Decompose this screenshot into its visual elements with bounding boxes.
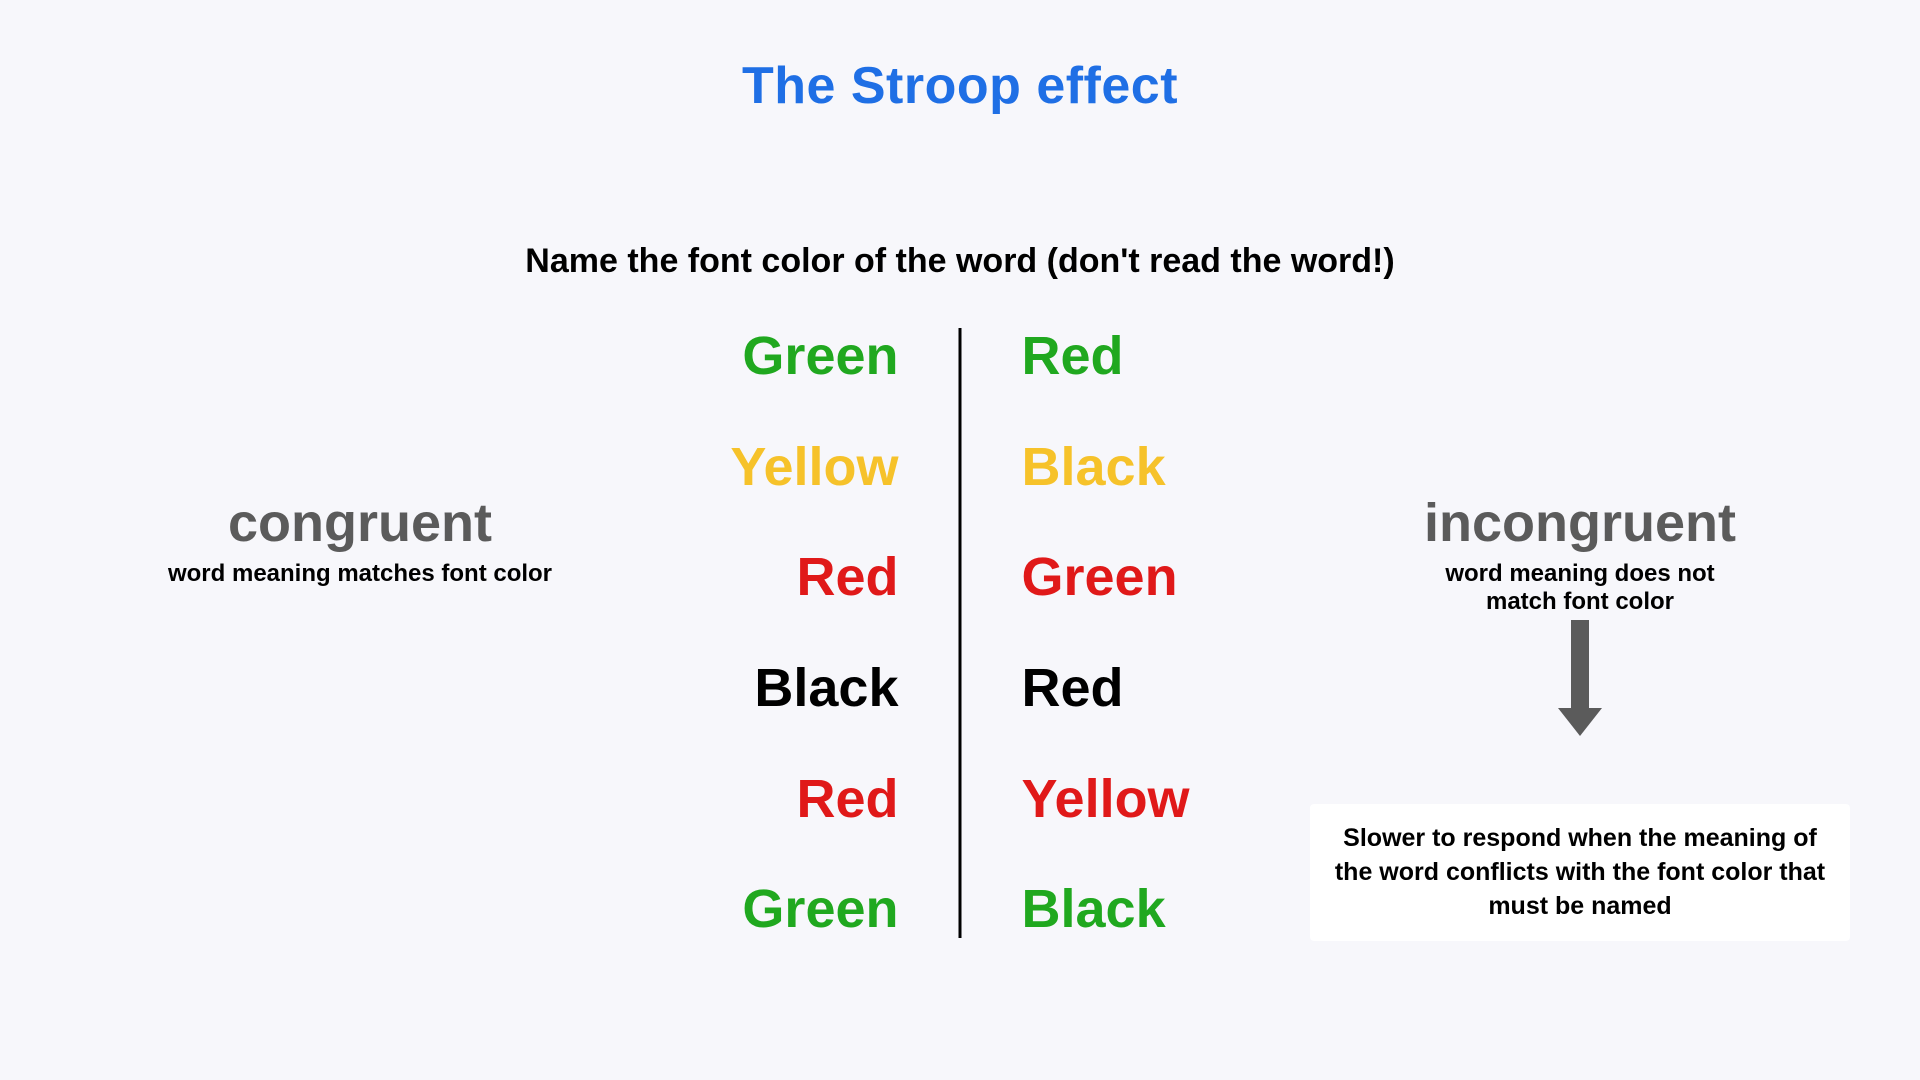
incongruent-column: Red Black Green Red Yellow Black [962, 328, 1292, 938]
incongruent-label-title: incongruent [1424, 492, 1736, 554]
explanation-note: Slower to respond when the meaning of th… [1310, 804, 1850, 941]
congruent-word: Green [742, 328, 898, 385]
incongruent-word: Red [1022, 660, 1124, 717]
page-title: The Stroop effect [0, 56, 1920, 116]
instruction-text: Name the font color of the word (don't r… [0, 242, 1920, 281]
congruent-word: Black [754, 660, 898, 717]
incongruent-word: Green [1022, 549, 1178, 606]
congruent-word: Yellow [730, 439, 898, 496]
down-arrow-icon [1570, 620, 1590, 736]
incongruent-label-subtitle: word meaning does not match font color [1410, 560, 1750, 616]
congruent-word: Red [796, 549, 898, 606]
arrow-shaft [1571, 620, 1589, 708]
incongruent-word: Red [1022, 328, 1124, 385]
congruent-word: Red [796, 771, 898, 828]
congruent-word: Green [742, 881, 898, 938]
congruent-column: Green Yellow Red Black Red Green [629, 328, 959, 938]
incongruent-word: Black [1022, 881, 1166, 938]
word-columns: GreenYellowRedBlackRedGreen RedBlackGree… [629, 328, 1292, 938]
congruent-label: congruent word meaning matches font colo… [168, 492, 552, 588]
incongruent-word: Black [1022, 439, 1166, 496]
congruent-label-title: congruent [228, 492, 492, 554]
incongruent-word: Yellow [1022, 771, 1190, 828]
arrow-head [1558, 708, 1602, 736]
incongruent-label: incongruent word meaning does not match … [1410, 492, 1750, 616]
congruent-label-subtitle: word meaning matches font color [168, 560, 552, 588]
